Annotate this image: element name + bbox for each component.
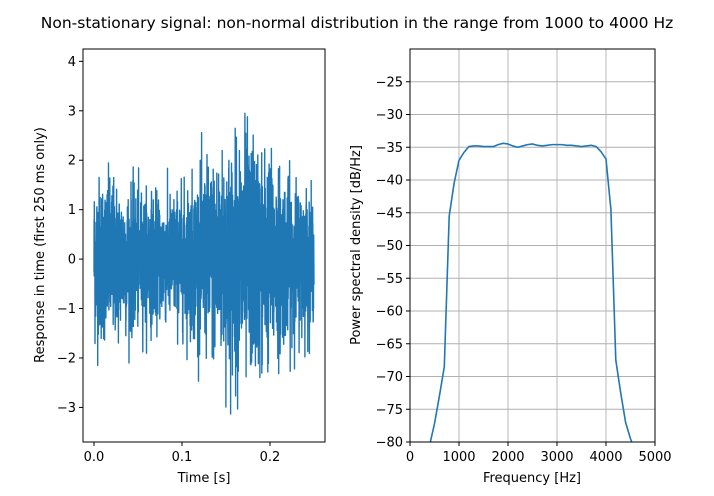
psd-y-tick-label: −55	[376, 272, 403, 287]
time-y-tick-label: 4	[68, 55, 76, 70]
psd-y-axis-label: Power spectral density [dB/Hz]	[349, 145, 364, 345]
psd-x-tick-label: 5000	[638, 450, 671, 465]
psd-y-tick-label: −75	[376, 403, 403, 418]
psd-y-tick-label: −40	[376, 174, 403, 189]
psd-line	[429, 142, 633, 442]
psd-y-tick-label: −50	[376, 239, 403, 254]
time-y-tick-label: −2	[57, 351, 76, 366]
time-response-line	[93, 112, 315, 415]
time-plot-frame	[82, 48, 326, 443]
psd-y-tick-label: −70	[376, 370, 403, 385]
psd-y-tick-label: −45	[376, 206, 403, 221]
psd-x-axis-label: Frequency [Hz]	[483, 471, 581, 486]
psd-y-tick-label: −80	[376, 436, 403, 451]
time-y-ticks: −3 −2 −1 0 1 2 3 4	[57, 55, 83, 416]
time-y-tick-label: 1	[68, 203, 76, 218]
psd-y-tick-label: −25	[376, 75, 403, 90]
time-y-tick-label: 2	[68, 154, 76, 169]
psd-x-tick-label: 4000	[589, 450, 622, 465]
psd-y-ticks: −80 −75 −70 −65 −60 −55 −50 −45 −40 −35 −30 −25	[376, 75, 410, 451]
psd-x-tick-label: 0	[406, 450, 414, 465]
psd-y-tick-label: −35	[376, 141, 403, 156]
psd-grid	[409, 49, 656, 443]
psd-y-tick-label: −65	[376, 337, 403, 352]
time-x-axis-label: Time [s]	[177, 471, 231, 486]
time-x-tick-label: 0.0	[84, 450, 105, 465]
time-y-tick-label: 3	[68, 104, 76, 119]
time-response-series	[93, 112, 315, 415]
psd-x-tick-label: 2000	[491, 450, 524, 465]
time-y-tick-label: −3	[57, 401, 76, 416]
psd-x-ticks: 0 1000 2000 3000 4000 5000	[406, 442, 672, 465]
figure-title: Non-stationary signal: non-normal distri…	[41, 14, 673, 32]
time-y-tick-label: −1	[57, 302, 76, 317]
psd-series	[429, 142, 633, 442]
psd-x-tick-label: 1000	[442, 450, 475, 465]
psd-y-tick-label: −30	[376, 108, 403, 123]
time-x-tick-label: 0.1	[172, 450, 193, 465]
time-y-axis-label: Response in time (first 250 ms only)	[33, 127, 48, 363]
time-x-tick-label: 0.2	[260, 450, 281, 465]
time-y-tick-label: 0	[68, 253, 76, 268]
time-x-ticks: 0.0 0.1 0.2	[84, 442, 281, 465]
psd-y-tick-label: −60	[376, 305, 403, 320]
time-response-plot: 0.0 0.1 0.2 −3 −2 −1 0 1 2 3 4 Time [s] Response …	[33, 48, 326, 486]
psd-x-tick-label: 3000	[540, 450, 573, 465]
psd-plot: 0 1000 2000 3000 4000 5000 −80 −75 −70 −65 −60 −55…	[349, 48, 672, 486]
